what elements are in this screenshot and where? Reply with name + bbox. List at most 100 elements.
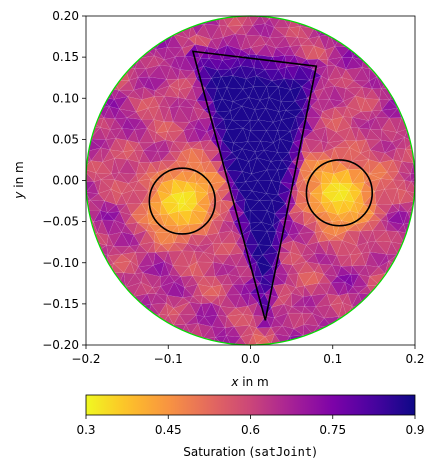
mesh-cell — [321, 171, 334, 184]
mesh-cell — [261, 210, 274, 226]
mesh-cell — [231, 142, 243, 153]
mesh-cell — [347, 169, 363, 184]
mesh-cell — [110, 188, 122, 206]
mesh-cell — [90, 147, 103, 163]
mesh-cell — [386, 203, 400, 215]
mesh-cell — [334, 85, 346, 102]
mesh-cell — [252, 333, 266, 344]
y-tick-label: 0.20 — [52, 9, 79, 23]
mesh-cell — [212, 16, 215, 18]
mesh-cell — [375, 230, 392, 243]
colorbar-ticks: 0.3 0.45 0.6 0.75 0.9 — [76, 415, 425, 437]
mesh-cell — [126, 159, 140, 175]
mesh-cell — [173, 242, 188, 252]
mesh-cell — [202, 139, 221, 151]
mesh-cell — [220, 68, 234, 78]
mesh-cell — [395, 136, 406, 150]
mesh-cell — [225, 326, 242, 338]
x-tick-label: −0.2 — [71, 352, 100, 366]
mesh-cell — [147, 293, 157, 305]
mesh-cell — [142, 265, 161, 277]
mesh-cell — [182, 171, 196, 183]
mesh-cell — [283, 78, 294, 90]
mesh-cell — [301, 137, 311, 153]
mesh-cell — [420, 171, 433, 183]
y-tick-label: 0.15 — [52, 50, 79, 64]
mesh-cell — [269, 344, 272, 345]
mesh-cell — [256, 75, 273, 87]
mesh-cell — [312, 306, 325, 319]
mesh-cell — [155, 46, 168, 61]
mesh-cell — [292, 344, 295, 345]
mesh-cell — [190, 234, 207, 247]
mesh-cell — [134, 119, 148, 130]
mesh-cell — [118, 172, 137, 184]
mesh-cell — [241, 16, 253, 26]
mesh-cell — [251, 244, 263, 256]
mesh-cell — [385, 220, 399, 232]
mesh-cell — [311, 282, 328, 296]
x-tick-label: −0.1 — [154, 352, 183, 366]
mesh-cell — [251, 180, 267, 194]
mesh-cell — [303, 285, 312, 297]
mesh-cell — [275, 46, 291, 56]
mesh-cell — [106, 211, 121, 221]
x-tick-label: 0.2 — [405, 352, 424, 366]
mesh-cell — [312, 116, 327, 131]
mesh-cell — [178, 106, 194, 123]
mesh-cell — [386, 159, 399, 173]
mesh-cell — [285, 36, 298, 47]
mesh-cell — [252, 327, 266, 338]
mesh-cell — [121, 127, 135, 141]
mesh-cell — [263, 149, 278, 162]
mesh-cell — [314, 241, 327, 255]
mesh-cell — [416, 201, 426, 210]
plot-area — [85, 3, 433, 346]
mesh-cell — [290, 240, 303, 257]
mesh-cell — [368, 149, 381, 163]
y-tick-label: −0.05 — [42, 215, 79, 229]
mesh-cell — [247, 140, 261, 153]
mesh-cell — [192, 86, 206, 101]
y-tick-label: 0.00 — [52, 174, 79, 188]
mesh-cell — [360, 149, 371, 160]
mesh-cell — [284, 273, 297, 288]
mesh-cell — [219, 25, 228, 38]
mesh-cell — [334, 46, 352, 58]
mesh-cell — [334, 106, 348, 118]
mesh-cell — [107, 245, 123, 256]
mesh-cell — [135, 161, 147, 175]
mesh-cell — [256, 157, 272, 171]
mesh-cell — [126, 140, 140, 151]
mesh-cell — [169, 97, 180, 108]
mesh-cell — [266, 230, 277, 246]
mesh-cell — [336, 240, 351, 256]
mesh-cell — [351, 111, 369, 121]
mesh-cell — [201, 286, 219, 297]
mesh-cell — [254, 149, 265, 159]
mesh-cell — [274, 312, 289, 327]
mesh-cell — [240, 283, 251, 295]
mesh-cell — [109, 118, 123, 130]
mesh-cell — [119, 203, 132, 216]
y-tick-label: −0.20 — [42, 338, 79, 352]
mesh-cell — [379, 87, 390, 101]
mesh-cell — [290, 251, 303, 266]
mesh-cell — [258, 119, 274, 131]
mesh-cell — [333, 139, 350, 148]
anomaly-outlines — [148, 50, 374, 321]
mesh-cell — [304, 295, 317, 307]
mesh-cell — [410, 172, 415, 182]
mesh-cell — [395, 148, 406, 163]
mesh-cell — [371, 88, 382, 100]
mesh-cell — [254, 3, 264, 14]
mesh-cell — [266, 210, 275, 227]
mesh-cell — [148, 64, 167, 80]
mesh-cell — [338, 292, 349, 303]
mesh-cell — [158, 59, 172, 67]
mesh-cell — [369, 171, 388, 179]
mesh-cell — [298, 225, 316, 234]
mesh-cell — [181, 250, 195, 267]
mesh-cell — [226, 169, 243, 184]
mesh-cell — [214, 263, 229, 277]
